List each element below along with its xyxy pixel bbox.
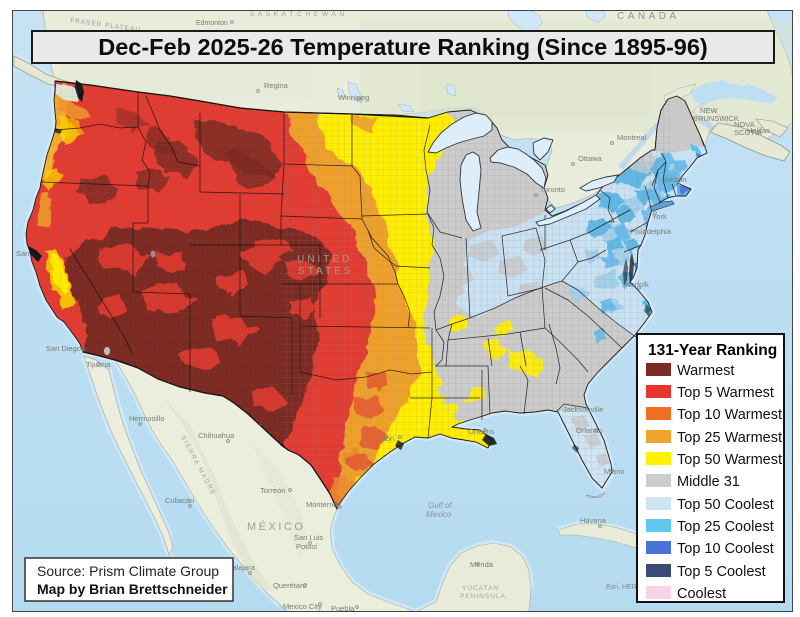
svg-text:Querétaro: Querétaro	[273, 581, 307, 590]
svg-text:PENINSULA: PENINSULA	[460, 593, 506, 600]
svg-text:Orleans: Orleans	[468, 427, 495, 436]
svg-text:Top 5 Warmest: Top 5 Warmest	[677, 385, 774, 401]
svg-text:SCOTIA: SCOTIA	[734, 128, 762, 137]
svg-text:NEW: NEW	[700, 106, 718, 115]
svg-text:Esri, HERE: Esri, HERE	[606, 584, 642, 591]
svg-text:Monterrey: Monterrey	[306, 500, 340, 509]
svg-text:131-Year Ranking: 131-Year Ranking	[648, 342, 777, 359]
svg-text:Orlando: Orlando	[576, 426, 603, 435]
svg-text:Jacksonville: Jacksonville	[563, 405, 603, 414]
svg-text:Top 5 Coolest: Top 5 Coolest	[677, 564, 766, 580]
svg-text:Source: Prism Climate Group: Source: Prism Climate Group	[37, 563, 219, 579]
svg-text:MÉXICO: MÉXICO	[247, 520, 305, 533]
svg-text:Ottawa: Ottawa	[578, 154, 603, 163]
svg-text:San Luis: San Luis	[294, 533, 323, 542]
svg-text:STATES: STATES	[298, 266, 353, 277]
svg-text:Hermosillo: Hermosillo	[129, 414, 164, 423]
svg-text:Norfolk: Norfolk	[625, 280, 649, 289]
svg-text:Miami: Miami	[604, 467, 624, 476]
svg-text:Edmonton: Edmonton	[196, 20, 228, 27]
svg-text:Boston: Boston	[663, 175, 686, 184]
svg-text:Mexico: Mexico	[426, 510, 452, 519]
svg-text:Top 25 Coolest: Top 25 Coolest	[677, 519, 774, 535]
svg-text:Merida: Merida	[470, 560, 494, 569]
svg-text:Regina: Regina	[264, 81, 289, 90]
svg-text:Montreal: Montreal	[617, 133, 647, 142]
svg-text:Potosí: Potosí	[296, 542, 318, 551]
svg-text:S A S K A T C H E W A N: S A S K A T C H E W A N	[250, 11, 345, 18]
svg-text:YUCATAN: YUCATAN	[462, 585, 499, 592]
svg-text:Chihuahua: Chihuahua	[198, 431, 235, 440]
svg-text:Coolest: Coolest	[677, 586, 726, 602]
svg-text:Torreón: Torreón	[260, 486, 285, 495]
svg-text:Winnipeg: Winnipeg	[338, 93, 369, 102]
svg-text:ston: ston	[380, 434, 394, 443]
svg-text:Top 10 Coolest: Top 10 Coolest	[677, 541, 774, 557]
svg-text:BRUNSWICK: BRUNSWICK	[693, 114, 739, 123]
svg-text:Philadelphia: Philadelphia	[630, 227, 672, 236]
svg-text:York: York	[652, 212, 667, 221]
svg-text:Puebla: Puebla	[331, 604, 355, 613]
svg-text:Toronto: Toronto	[540, 185, 565, 194]
svg-text:Top 10 Warmest: Top 10 Warmest	[677, 407, 782, 423]
svg-text:NOVA: NOVA	[734, 120, 755, 129]
svg-text:UNITED: UNITED	[297, 254, 352, 265]
svg-text:CANADA: CANADA	[617, 11, 680, 22]
svg-text:Top 25 Warmest: Top 25 Warmest	[677, 430, 782, 446]
svg-text:Tijuana: Tijuana	[86, 360, 111, 369]
svg-text:Gulf of: Gulf of	[428, 501, 452, 510]
svg-text:San: San	[16, 249, 29, 258]
svg-text:Guadalajara: Guadalajara	[214, 563, 256, 572]
svg-text:San Diego: San Diego	[46, 344, 81, 353]
svg-text:Havana: Havana	[580, 516, 607, 525]
svg-text:Warmest: Warmest	[677, 363, 734, 379]
svg-text:Top 50 Warmest: Top 50 Warmest	[677, 452, 782, 468]
svg-text:Halifax: Halifax	[747, 126, 770, 135]
svg-text:Culiacán: Culiacán	[165, 496, 194, 505]
svg-text:Middle 31: Middle 31	[677, 474, 740, 490]
svg-text:Top 50 Coolest: Top 50 Coolest	[677, 497, 774, 513]
svg-text:Map by Brian Brettschneider: Map by Brian Brettschneider	[37, 581, 228, 597]
svg-text:Dec-Feb 2025-26 Temperature Ra: Dec-Feb 2025-26 Temperature Ranking (Sin…	[98, 34, 708, 60]
svg-text:Mexico City: Mexico City	[283, 602, 322, 611]
